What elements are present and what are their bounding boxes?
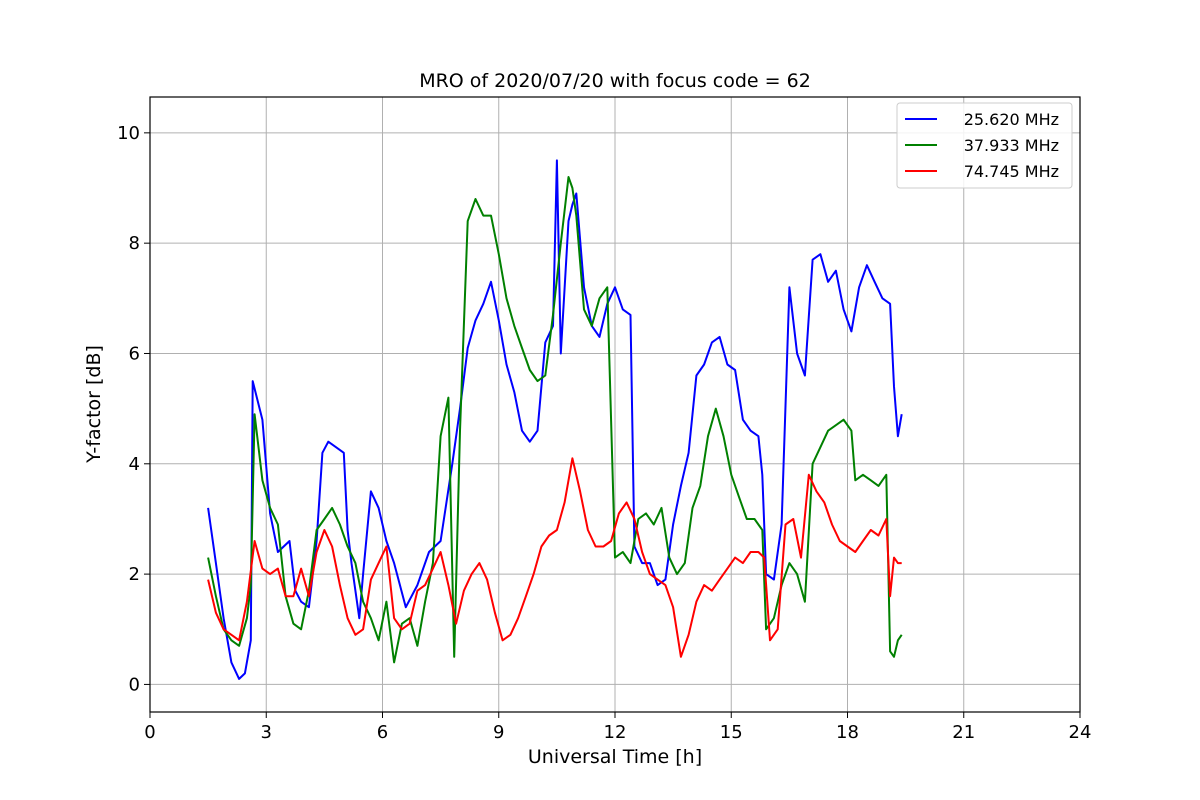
- legend-label: 37.933 MHz: [964, 136, 1059, 155]
- x-tick-label: 12: [604, 722, 627, 743]
- y-tick-label: 8: [129, 233, 140, 254]
- x-tick-label: 6: [377, 722, 388, 743]
- x-tick-label: 21: [952, 722, 975, 743]
- series-lines: [207, 159, 903, 680]
- y-tick-label: 4: [129, 454, 140, 475]
- x-tick-label: 24: [1069, 722, 1092, 743]
- y-tick-label: 10: [117, 123, 140, 144]
- chart-title: MRO of 2020/07/20 with focus code = 62: [419, 70, 811, 92]
- legend-label: 25.620 MHz: [964, 110, 1059, 129]
- x-tick-label: 15: [720, 722, 743, 743]
- y-tick-label: 6: [129, 343, 140, 364]
- x-tick-label: 0: [144, 722, 155, 743]
- y-axis-label: Y-factor [dB]: [83, 345, 105, 464]
- y-tick-label: 2: [129, 564, 140, 585]
- x-axis-label: Universal Time [h]: [528, 746, 702, 768]
- series-line-1: [207, 159, 903, 680]
- x-tick-label: 3: [261, 722, 272, 743]
- x-tick-label: 9: [493, 722, 504, 743]
- series-line-2: [207, 176, 903, 664]
- legend-box: [896, 102, 1073, 189]
- legend-label: 74.745 MHz: [964, 162, 1059, 181]
- x-axis-ticks: 0 3 6 9 12 15 18 21 24: [144, 712, 1091, 743]
- y-axis-ticks: 0 2 4 6 8 10: [117, 123, 150, 695]
- series-line-3: [207, 457, 902, 658]
- x-tick-label: 18: [836, 722, 859, 743]
- legend: 25.620 MHz 37.933 MHz 74.745 MHz: [896, 102, 1073, 189]
- y-tick-label: 0: [129, 674, 140, 695]
